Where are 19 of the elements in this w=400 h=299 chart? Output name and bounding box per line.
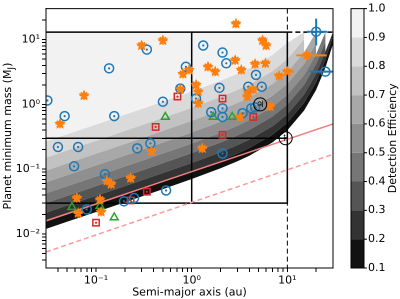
color-bar-label: 0.3 bbox=[368, 203, 386, 216]
color-bar-label: 0.6 bbox=[368, 116, 386, 130]
x-tick-label: 10¹ bbox=[278, 273, 297, 286]
y-tick-label: 10¹ bbox=[22, 32, 40, 46]
color-bar-label: 0.1 bbox=[368, 260, 386, 274]
y-tick-label: 10⁻² bbox=[16, 226, 40, 240]
color-bar-label: 0.9 bbox=[368, 30, 386, 44]
color-bar-title: Detection Efficiency bbox=[386, 82, 399, 194]
color-bar-label: 0.5 bbox=[368, 146, 386, 159]
color-bar-label: 0.4 bbox=[368, 174, 386, 188]
x-tick-label: 10⁰ bbox=[182, 273, 202, 286]
x-axis-title: Semi-major axis (au) bbox=[132, 285, 247, 298]
color-bar-label: 0.8 bbox=[368, 59, 386, 72]
x-tick-label: 10⁻¹ bbox=[84, 273, 108, 286]
color-bar-label: 0.2 bbox=[368, 232, 386, 246]
color-bar-label: 1.0 bbox=[368, 1, 386, 14]
y-tick-label: 10⁻¹ bbox=[16, 162, 40, 176]
y-tick-label: 10⁰ bbox=[22, 97, 41, 110]
color-bar-label: 0.7 bbox=[368, 88, 386, 101]
